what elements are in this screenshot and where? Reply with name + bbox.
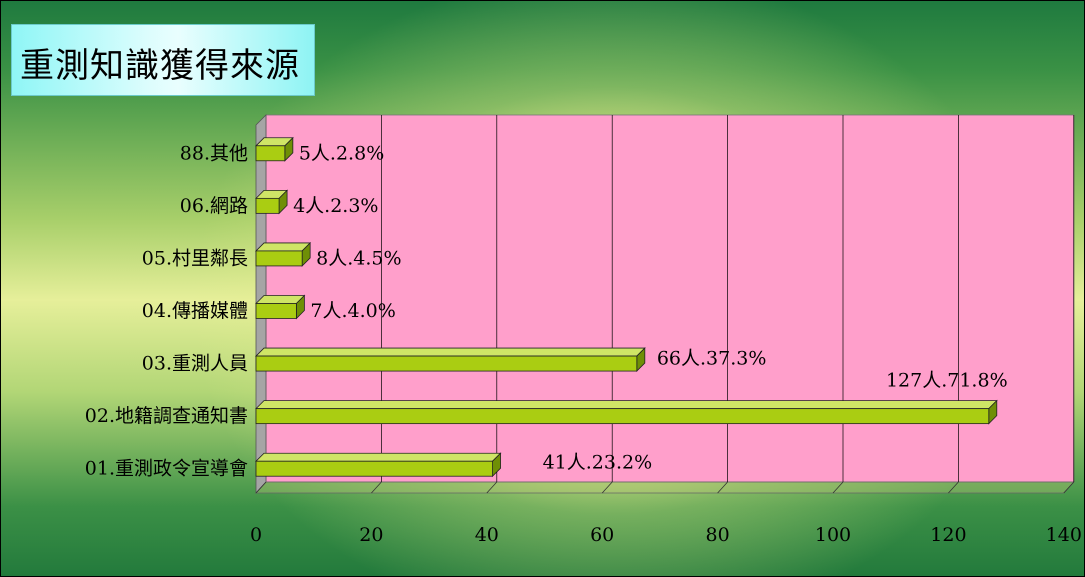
x-tick-label: 80 xyxy=(706,524,730,546)
floor-tick xyxy=(371,481,382,494)
bar-top-face xyxy=(255,242,312,252)
plot-floor xyxy=(255,481,1075,494)
category-label: 02.地籍調查通知書 xyxy=(85,405,248,427)
x-tick-label: 140 xyxy=(1046,524,1082,546)
x-tick-label: 60 xyxy=(590,524,614,546)
bar-top-face xyxy=(255,452,502,462)
chart-title: 重測知識獲得來源 xyxy=(20,46,300,86)
data-label: 5人.2.8% xyxy=(299,142,384,164)
category-label: 04.傳播媒體 xyxy=(142,300,248,322)
category-labels: 01.重測政令宣導會 02.地籍調查通知書 03.重測人員 04.傳播媒體 05.村里鄰… xyxy=(85,142,248,479)
x-tick-label: 100 xyxy=(815,524,851,546)
bar-front-face xyxy=(255,145,286,162)
floor-tick xyxy=(717,481,728,494)
data-labels: 41人.23.2% 127人.71.8% 66人.37.3% 7人.4.0% 8人.4.… xyxy=(293,142,1008,473)
x-tick-label: 40 xyxy=(475,524,499,546)
bar xyxy=(255,347,646,373)
bar-front-face xyxy=(255,355,638,372)
chart-title-box: 重測知識獲得來源 xyxy=(11,24,315,96)
bar-top-face xyxy=(255,347,646,357)
category-label: 88.其他 xyxy=(180,142,248,164)
category-label: 03.重測人員 xyxy=(142,353,248,375)
floor-tick xyxy=(601,481,613,494)
floor-tick xyxy=(832,481,844,494)
bar xyxy=(255,241,312,267)
x-axis-ticks: 0 20 40 60 80 100 120 140 xyxy=(250,524,1082,546)
bar xyxy=(255,294,306,320)
data-label: 41人.23.2% xyxy=(543,452,653,474)
data-label: 127人.71.8% xyxy=(886,370,1008,392)
x-tick-label: 0 xyxy=(250,524,262,546)
data-label: 66人.37.3% xyxy=(657,348,767,370)
x-tick-label: 20 xyxy=(359,524,383,546)
bar-front-face xyxy=(255,460,493,477)
floor-tick xyxy=(1063,481,1075,494)
bar-top-face xyxy=(255,400,998,410)
bar xyxy=(255,399,998,425)
bar-front-face xyxy=(255,408,990,425)
category-label: 05.村里鄰長 xyxy=(142,247,248,269)
data-label: 4人.2.3% xyxy=(293,195,378,217)
bar-front-face xyxy=(255,250,303,267)
category-label: 06.網路 xyxy=(180,195,248,217)
plot-back-wall xyxy=(265,114,1075,483)
floor-tick xyxy=(255,481,267,494)
bar-front-face xyxy=(255,197,280,214)
data-label: 8人.4.5% xyxy=(316,247,401,269)
bar-front-face xyxy=(255,303,297,319)
bar xyxy=(255,189,289,215)
bar xyxy=(255,452,502,478)
floor-tick xyxy=(486,481,498,494)
floor-tick xyxy=(948,481,959,494)
x-tick-label: 120 xyxy=(930,524,966,546)
bar xyxy=(255,136,294,162)
data-label: 7人.4.0% xyxy=(310,300,395,322)
category-label: 01.重測政令宣導會 xyxy=(85,458,248,480)
chart-bars xyxy=(255,136,998,478)
